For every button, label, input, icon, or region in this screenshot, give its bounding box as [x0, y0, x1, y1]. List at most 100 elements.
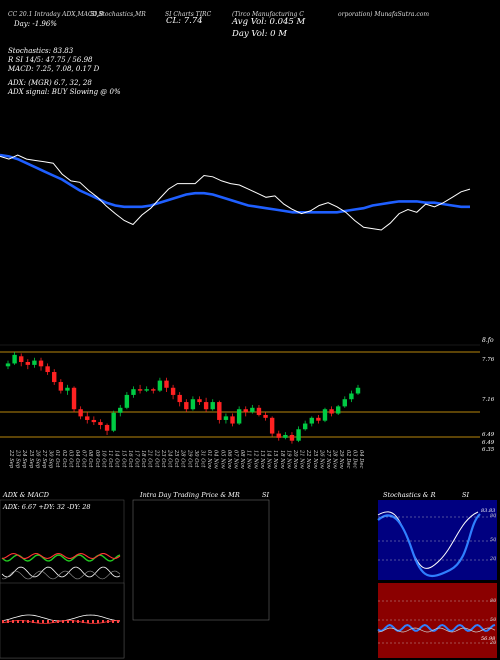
- avg-volume: Avg Vol: 0.045 M: [232, 17, 306, 27]
- macd-signal-line: [1, 620, 120, 624]
- date-label-47: 26 Nov: [318, 449, 324, 469]
- date-label-20: 18 Oct: [140, 450, 146, 468]
- macd-hist-19: [97, 620, 99, 623]
- date-label-22: 22 Oct: [153, 449, 159, 468]
- candle-body-2: [19, 356, 24, 363]
- date-label-49: 28 Nov: [332, 449, 338, 469]
- candle-body-18: [124, 394, 130, 408]
- candle-body-30: [203, 402, 209, 410]
- date-label-9: 03 Oct: [67, 450, 73, 468]
- adx-stats: ADX: 6.67 +DY: 32 -DY: 28: [3, 503, 91, 511]
- date-label-46: 25 Nov: [312, 449, 318, 469]
- candle-body-37: [250, 407, 255, 413]
- date-label-29: 31 Oct: [200, 450, 206, 468]
- chart-header-company: (Tirco Manufacturing C: [232, 11, 304, 18]
- candle-body-14: [98, 422, 103, 425]
- rsi-level-20: 20: [490, 640, 497, 646]
- date-label-48: 27 Nov: [325, 449, 331, 469]
- chart-header-site: orporation) MunafaSutra.com: [338, 11, 430, 18]
- date-label-12: 08 Oct: [87, 450, 93, 468]
- date-label-36: 11 Nov: [246, 450, 252, 469]
- rsi-level-50: 50: [490, 617, 497, 623]
- macd-hist-16: [82, 620, 84, 623]
- intraday-title-si: SI: [262, 491, 270, 499]
- candle-body-42: [283, 434, 288, 438]
- date-label-25: 25 Oct: [173, 449, 179, 468]
- adx-macd-panel: [0, 499, 125, 659]
- candle-body-49: [329, 409, 334, 414]
- date-label-19: 17 Oct: [133, 450, 139, 468]
- macd-hist-17: [87, 620, 89, 623]
- candle-body-33: [223, 416, 229, 420]
- date-label-14: 10 Oct: [100, 450, 106, 468]
- stochastics-value: Stochastics: 83.83: [8, 47, 74, 55]
- date-label-11: 07 Oct: [81, 450, 87, 468]
- adx-macd-title: ADX & MACD: [3, 491, 49, 499]
- adx-value: ADX: (MGR) 6.7, 32, 28: [8, 79, 92, 87]
- date-label-1: 23 Sep: [15, 449, 21, 469]
- candle-body-27: [184, 402, 189, 410]
- price-label-1: 7.76: [482, 357, 495, 363]
- rsi-line-2: [377, 627, 496, 633]
- candle-body-20: [137, 389, 143, 391]
- candle-body-0: [5, 363, 11, 367]
- date-label-7: 01 Oct: [54, 450, 60, 468]
- date-label-13: 09 Oct: [94, 450, 100, 468]
- date-label-0: 22 Sep: [8, 449, 14, 469]
- candle-body-46: [309, 417, 314, 424]
- date-label-50: 29 Nov: [338, 449, 344, 469]
- date-label-8: 02 Oct: [61, 450, 67, 468]
- stoch-level-20: 20: [490, 556, 497, 562]
- candle-body-19: [131, 389, 136, 395]
- candle-body-28: [190, 399, 196, 410]
- adx-line: [1, 566, 121, 578]
- candle-body-51: [342, 399, 347, 407]
- macd-hist-14: [72, 620, 74, 623]
- date-label-32: 05 Nov: [219, 450, 225, 469]
- adx-minus-line: [1, 552, 121, 560]
- candle-body-23: [157, 380, 163, 391]
- date-label-26: 28 Oct: [180, 449, 186, 468]
- date-label-33: 06 Nov: [226, 450, 232, 469]
- macd-hist-9: [47, 620, 49, 623]
- candle-body-4: [32, 360, 37, 365]
- date-label-37: 12 Nov: [252, 450, 258, 469]
- macd-hist-5: [27, 620, 29, 623]
- macd-hist-6: [32, 620, 34, 623]
- candle-body-3: [25, 362, 31, 365]
- macd-hist-15: [77, 620, 79, 623]
- macd-value: MACD: 7.25, 7.08, 0.17 D: [8, 65, 100, 73]
- candle-body-5: [38, 360, 44, 367]
- adx-signal: ADX signal: BUY Slowing @ 0%: [8, 88, 121, 96]
- date-label-41: 18 Nov: [279, 450, 285, 469]
- candle-body-50: [335, 406, 341, 414]
- date-label-39: 14 Nov: [266, 450, 272, 469]
- date-label-3: 25 Sep: [28, 449, 34, 469]
- date-label-28: 30 Oct: [193, 450, 199, 468]
- mini-indicator-layer: [1, 511, 497, 644]
- candle-body-25: [170, 387, 176, 395]
- date-label-51: 02 Dec: [345, 450, 351, 468]
- stoch-level-50: 50: [490, 537, 497, 543]
- candle-body-53: [355, 387, 361, 394]
- macd-hist-20: [102, 620, 104, 623]
- date-label-43: 20 Nov: [292, 449, 298, 469]
- candle-body-43: [289, 434, 295, 441]
- date-label-34: 07 Nov: [233, 450, 239, 469]
- date-label-45: 22 Nov: [305, 449, 311, 469]
- date-label-5: 27 Sep: [41, 449, 47, 469]
- price-label-top: 8.fo: [482, 337, 494, 344]
- stoch-title: Stochastics & R: [383, 491, 436, 499]
- macd-hist-13: [67, 620, 69, 623]
- candle-body-44: [296, 429, 301, 441]
- date-label-18: 16 Oct: [127, 450, 133, 468]
- candle-body-16: [111, 412, 116, 431]
- day-volume: Day Vol: 0 M: [232, 29, 287, 39]
- date-label-15: 11 Oct: [107, 450, 113, 468]
- date-label-35: 08 Nov: [239, 450, 245, 469]
- date-label-23: 23 Oct: [160, 449, 166, 468]
- candle-body-40: [269, 417, 275, 434]
- rsi-level-80: 80: [490, 598, 497, 604]
- candle-body-10: [71, 387, 77, 410]
